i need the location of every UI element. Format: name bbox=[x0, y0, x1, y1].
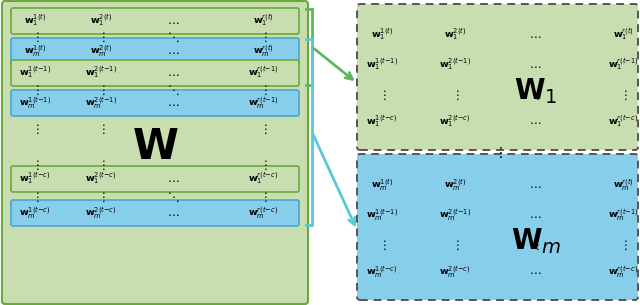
Text: $\ddots$: $\ddots$ bbox=[167, 30, 179, 44]
Text: $\mathbf{w}_{1}^{1(t{-}1)}$: $\mathbf{w}_{1}^{1(t{-}1)}$ bbox=[19, 65, 51, 81]
Text: $\cdots$: $\cdots$ bbox=[167, 66, 179, 80]
FancyBboxPatch shape bbox=[11, 60, 299, 86]
FancyBboxPatch shape bbox=[11, 166, 299, 192]
Text: $\vdots$: $\vdots$ bbox=[31, 30, 39, 44]
FancyBboxPatch shape bbox=[357, 154, 638, 300]
Text: $\mathbf{w}_{1}^{2(t{-}1)}$: $\mathbf{w}_{1}^{2(t{-}1)}$ bbox=[85, 65, 117, 81]
Text: $\cdots$: $\cdots$ bbox=[167, 15, 179, 27]
Text: $\mathbf{w}_{1}^{2(t)}$: $\mathbf{w}_{1}^{2(t)}$ bbox=[444, 27, 466, 43]
Text: $\cdots$: $\cdots$ bbox=[529, 59, 541, 71]
Text: $\mathbf{w}_{m}^{1(t{-}c)}$: $\mathbf{w}_{m}^{1(t{-}c)}$ bbox=[366, 264, 398, 280]
Text: $\mathbf{w}_{1}^{2(t)}$: $\mathbf{w}_{1}^{2(t)}$ bbox=[90, 13, 112, 29]
Text: $\mathbf{w}_{m}^{2(t{-}1)}$: $\mathbf{w}_{m}^{2(t{-}1)}$ bbox=[85, 95, 117, 111]
Text: $\mathbf{w}_{m}^{2(t)}$: $\mathbf{w}_{m}^{2(t)}$ bbox=[90, 43, 112, 59]
Text: $\mathbf{w}_{m}^{1(t{-}1)}$: $\mathbf{w}_{m}^{1(t{-}1)}$ bbox=[19, 95, 51, 111]
Text: $\vdots$: $\vdots$ bbox=[531, 239, 540, 252]
Text: $\mathbf{W}$: $\mathbf{W}$ bbox=[132, 126, 179, 168]
Text: $\mathbf{w}_{1}^{r(t{-}1)}$: $\mathbf{w}_{1}^{r(t{-}1)}$ bbox=[248, 65, 278, 81]
Text: $\mathbf{w}_{m}^{1(t)}$: $\mathbf{w}_{m}^{1(t)}$ bbox=[24, 43, 46, 59]
Text: $\mathbf{w}_{1}^{2(t{-}c)}$: $\mathbf{w}_{1}^{2(t{-}c)}$ bbox=[439, 114, 471, 130]
Text: $\vdots$: $\vdots$ bbox=[97, 30, 105, 44]
Text: $\vdots$: $\vdots$ bbox=[493, 145, 502, 160]
Text: $\mathbf{w}_{m}^{2(t{-}1)}$: $\mathbf{w}_{m}^{2(t{-}1)}$ bbox=[439, 207, 471, 223]
Text: $\ddots$: $\ddots$ bbox=[167, 83, 179, 97]
Text: $\mathbf{w}_{1}^{2(t{-}c)}$: $\mathbf{w}_{1}^{2(t{-}c)}$ bbox=[85, 171, 116, 187]
FancyBboxPatch shape bbox=[357, 4, 638, 150]
Text: $\mathbf{W}_{1}$: $\mathbf{W}_{1}$ bbox=[515, 76, 557, 106]
Text: $\mathbf{w}_{1}^{r(t{-}c)}$: $\mathbf{w}_{1}^{r(t{-}c)}$ bbox=[248, 171, 278, 187]
Text: $\vdots$: $\vdots$ bbox=[619, 88, 627, 102]
Text: $\cdots$: $\cdots$ bbox=[167, 45, 179, 58]
Text: $\cdots$: $\cdots$ bbox=[529, 116, 541, 128]
Text: $\cdots$: $\cdots$ bbox=[167, 96, 179, 109]
Text: $\mathbf{w}_{1}^{1(t)}$: $\mathbf{w}_{1}^{1(t)}$ bbox=[24, 13, 46, 29]
Text: $\mathbf{w}_{1}^{1(t)}$: $\mathbf{w}_{1}^{1(t)}$ bbox=[371, 27, 393, 43]
Text: $\mathbf{w}_{1}^{r(t{-}1)}$: $\mathbf{w}_{1}^{r(t{-}1)}$ bbox=[608, 57, 638, 73]
Text: $\mathbf{w}_{1}^{1(t{-}c)}$: $\mathbf{w}_{1}^{1(t{-}c)}$ bbox=[366, 114, 398, 130]
Text: $\mathbf{w}_{1}^{r(t)}$: $\mathbf{w}_{1}^{r(t)}$ bbox=[253, 13, 273, 29]
Text: $\mathbf{w}_{m}^{1(t)}$: $\mathbf{w}_{m}^{1(t)}$ bbox=[371, 177, 393, 193]
Text: $\mathbf{w}_{m}^{2(t{-}c)}$: $\mathbf{w}_{m}^{2(t{-}c)}$ bbox=[85, 205, 116, 221]
Text: $\vdots$: $\vdots$ bbox=[259, 83, 268, 97]
Text: $\vdots$: $\vdots$ bbox=[31, 83, 39, 97]
Text: $\vdots$: $\vdots$ bbox=[97, 158, 105, 172]
Text: $\vdots$: $\vdots$ bbox=[451, 88, 460, 102]
Text: $\mathbf{w}_{m}^{r(t)}$: $\mathbf{w}_{m}^{r(t)}$ bbox=[253, 43, 273, 59]
Text: $\cdots$: $\cdots$ bbox=[167, 173, 179, 185]
Text: $\vdots$: $\vdots$ bbox=[531, 88, 540, 102]
Text: $\mathbf{w}_{1}^{r(t)}$: $\mathbf{w}_{1}^{r(t)}$ bbox=[612, 27, 634, 43]
FancyBboxPatch shape bbox=[2, 1, 308, 304]
Text: $\ddots$: $\ddots$ bbox=[167, 190, 179, 204]
Text: $\mathbf{w}_{m}^{r(t{-}c)}$: $\mathbf{w}_{m}^{r(t{-}c)}$ bbox=[248, 205, 278, 221]
Text: $\vdots$: $\vdots$ bbox=[97, 83, 105, 97]
Text: $\mathbf{w}_{1}^{r(t{-}c)}$: $\mathbf{w}_{1}^{r(t{-}c)}$ bbox=[608, 114, 638, 130]
Text: $\mathbf{W}_{m}$: $\mathbf{W}_{m}$ bbox=[511, 226, 561, 256]
Text: $\mathbf{w}_{m}^{r(t{-}1)}$: $\mathbf{w}_{m}^{r(t{-}1)}$ bbox=[248, 95, 278, 111]
Text: $\mathbf{w}_{m}^{1(t{-}1)}$: $\mathbf{w}_{m}^{1(t{-}1)}$ bbox=[366, 207, 398, 223]
Text: $\mathbf{w}_{m}^{r(t{-}c)}$: $\mathbf{w}_{m}^{r(t{-}c)}$ bbox=[608, 264, 638, 280]
Text: $\vdots$: $\vdots$ bbox=[619, 239, 627, 252]
Text: $\vdots$: $\vdots$ bbox=[378, 239, 386, 252]
Text: $\vdots$: $\vdots$ bbox=[451, 239, 460, 252]
Text: $\mathbf{w}_{m}^{2(t{-}c)}$: $\mathbf{w}_{m}^{2(t{-}c)}$ bbox=[439, 264, 471, 280]
FancyBboxPatch shape bbox=[11, 8, 299, 34]
Text: $\mathbf{w}_{1}^{1(t{-}1)}$: $\mathbf{w}_{1}^{1(t{-}1)}$ bbox=[366, 57, 398, 73]
Text: $\vdots$: $\vdots$ bbox=[259, 122, 268, 136]
Text: $\vdots$: $\vdots$ bbox=[31, 122, 39, 136]
FancyBboxPatch shape bbox=[11, 200, 299, 226]
FancyBboxPatch shape bbox=[11, 38, 299, 64]
Text: $\vdots$: $\vdots$ bbox=[97, 190, 105, 204]
Text: $\cdots$: $\cdots$ bbox=[529, 28, 541, 41]
Text: $\cdots$: $\cdots$ bbox=[167, 206, 179, 220]
Text: $\vdots$: $\vdots$ bbox=[97, 122, 105, 136]
FancyBboxPatch shape bbox=[11, 90, 299, 116]
Text: $\vdots$: $\vdots$ bbox=[259, 158, 268, 172]
Text: $\cdots$: $\cdots$ bbox=[529, 178, 541, 192]
Text: $\cdots$: $\cdots$ bbox=[529, 265, 541, 278]
Text: $\mathbf{w}_{m}^{r(t)}$: $\mathbf{w}_{m}^{r(t)}$ bbox=[612, 177, 634, 193]
Text: $\mathbf{w}_{m}^{1(t{-}c)}$: $\mathbf{w}_{m}^{1(t{-}c)}$ bbox=[19, 205, 51, 221]
Text: $\vdots$: $\vdots$ bbox=[31, 158, 39, 172]
Text: $\cdots$: $\cdots$ bbox=[529, 209, 541, 221]
Text: $\vdots$: $\vdots$ bbox=[259, 190, 268, 204]
Text: $\vdots$: $\vdots$ bbox=[259, 30, 268, 44]
Text: $\vdots$: $\vdots$ bbox=[378, 88, 386, 102]
Text: $\mathbf{w}_{1}^{2(t{-}1)}$: $\mathbf{w}_{1}^{2(t{-}1)}$ bbox=[439, 57, 471, 73]
Text: $\mathbf{w}_{m}^{2(t)}$: $\mathbf{w}_{m}^{2(t)}$ bbox=[444, 177, 466, 193]
Text: $\mathbf{w}_{m}^{r(t{-}1)}$: $\mathbf{w}_{m}^{r(t{-}1)}$ bbox=[608, 207, 638, 223]
Text: $\mathbf{w}_{1}^{1(t{-}c)}$: $\mathbf{w}_{1}^{1(t{-}c)}$ bbox=[19, 171, 51, 187]
Text: $\vdots$: $\vdots$ bbox=[31, 190, 39, 204]
